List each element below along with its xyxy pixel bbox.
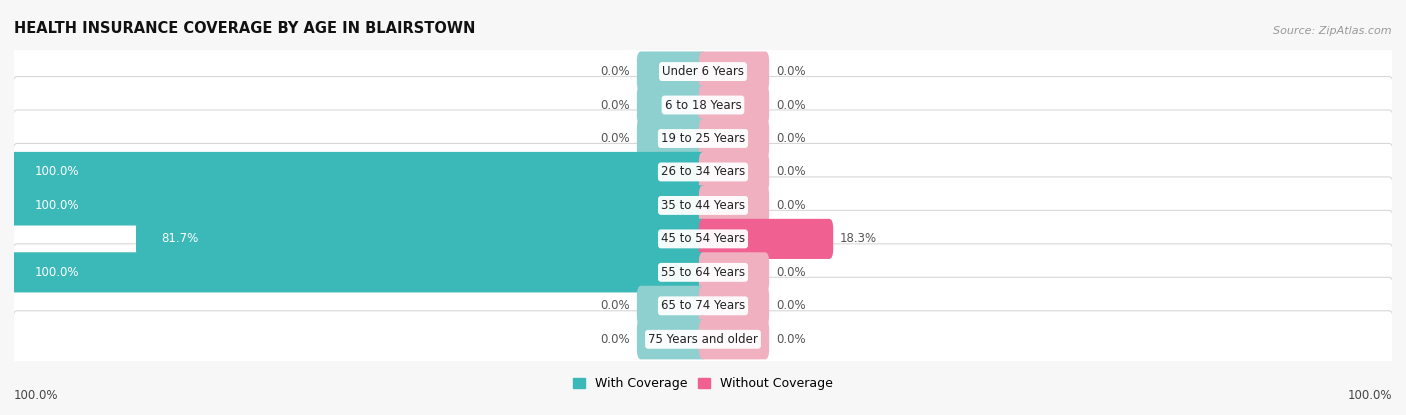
FancyBboxPatch shape: [637, 286, 707, 326]
Text: 0.0%: 0.0%: [776, 166, 806, 178]
FancyBboxPatch shape: [13, 244, 1393, 301]
Text: 6 to 18 Years: 6 to 18 Years: [665, 98, 741, 112]
FancyBboxPatch shape: [699, 319, 769, 359]
FancyBboxPatch shape: [10, 252, 707, 293]
Text: 0.0%: 0.0%: [776, 266, 806, 279]
FancyBboxPatch shape: [699, 219, 834, 259]
Text: 100.0%: 100.0%: [1347, 389, 1392, 402]
Text: 0.0%: 0.0%: [600, 132, 630, 145]
FancyBboxPatch shape: [13, 277, 1393, 334]
Text: 0.0%: 0.0%: [776, 132, 806, 145]
FancyBboxPatch shape: [13, 76, 1393, 134]
Text: 0.0%: 0.0%: [600, 333, 630, 346]
FancyBboxPatch shape: [13, 144, 1393, 200]
FancyBboxPatch shape: [637, 85, 707, 125]
FancyBboxPatch shape: [699, 85, 769, 125]
FancyBboxPatch shape: [10, 152, 707, 192]
Text: HEALTH INSURANCE COVERAGE BY AGE IN BLAIRSTOWN: HEALTH INSURANCE COVERAGE BY AGE IN BLAI…: [14, 21, 475, 36]
Text: 18.3%: 18.3%: [841, 232, 877, 245]
FancyBboxPatch shape: [637, 51, 707, 92]
FancyBboxPatch shape: [13, 210, 1393, 267]
Text: 35 to 44 Years: 35 to 44 Years: [661, 199, 745, 212]
FancyBboxPatch shape: [699, 252, 769, 293]
Text: 19 to 25 Years: 19 to 25 Years: [661, 132, 745, 145]
FancyBboxPatch shape: [13, 110, 1393, 167]
FancyBboxPatch shape: [13, 311, 1393, 368]
Text: 0.0%: 0.0%: [776, 98, 806, 112]
Text: 26 to 34 Years: 26 to 34 Years: [661, 166, 745, 178]
Text: 100.0%: 100.0%: [35, 166, 79, 178]
Text: 0.0%: 0.0%: [776, 299, 806, 312]
FancyBboxPatch shape: [13, 43, 1393, 100]
FancyBboxPatch shape: [699, 118, 769, 159]
FancyBboxPatch shape: [13, 177, 1393, 234]
Text: 0.0%: 0.0%: [600, 299, 630, 312]
FancyBboxPatch shape: [699, 286, 769, 326]
Text: 0.0%: 0.0%: [776, 199, 806, 212]
Text: 0.0%: 0.0%: [776, 65, 806, 78]
Text: 45 to 54 Years: 45 to 54 Years: [661, 232, 745, 245]
Text: 0.0%: 0.0%: [776, 333, 806, 346]
FancyBboxPatch shape: [10, 186, 707, 225]
Text: Under 6 Years: Under 6 Years: [662, 65, 744, 78]
Text: 81.7%: 81.7%: [160, 232, 198, 245]
Text: 0.0%: 0.0%: [600, 65, 630, 78]
Text: 100.0%: 100.0%: [35, 199, 79, 212]
FancyBboxPatch shape: [699, 186, 769, 225]
FancyBboxPatch shape: [699, 152, 769, 192]
FancyBboxPatch shape: [699, 51, 769, 92]
Text: 55 to 64 Years: 55 to 64 Years: [661, 266, 745, 279]
Text: 100.0%: 100.0%: [14, 389, 59, 402]
Text: 0.0%: 0.0%: [600, 98, 630, 112]
Text: 100.0%: 100.0%: [35, 266, 79, 279]
Legend: With Coverage, Without Coverage: With Coverage, Without Coverage: [568, 372, 838, 395]
FancyBboxPatch shape: [637, 319, 707, 359]
Text: 65 to 74 Years: 65 to 74 Years: [661, 299, 745, 312]
FancyBboxPatch shape: [136, 219, 707, 259]
Text: Source: ZipAtlas.com: Source: ZipAtlas.com: [1274, 26, 1392, 36]
Text: 75 Years and older: 75 Years and older: [648, 333, 758, 346]
FancyBboxPatch shape: [637, 118, 707, 159]
